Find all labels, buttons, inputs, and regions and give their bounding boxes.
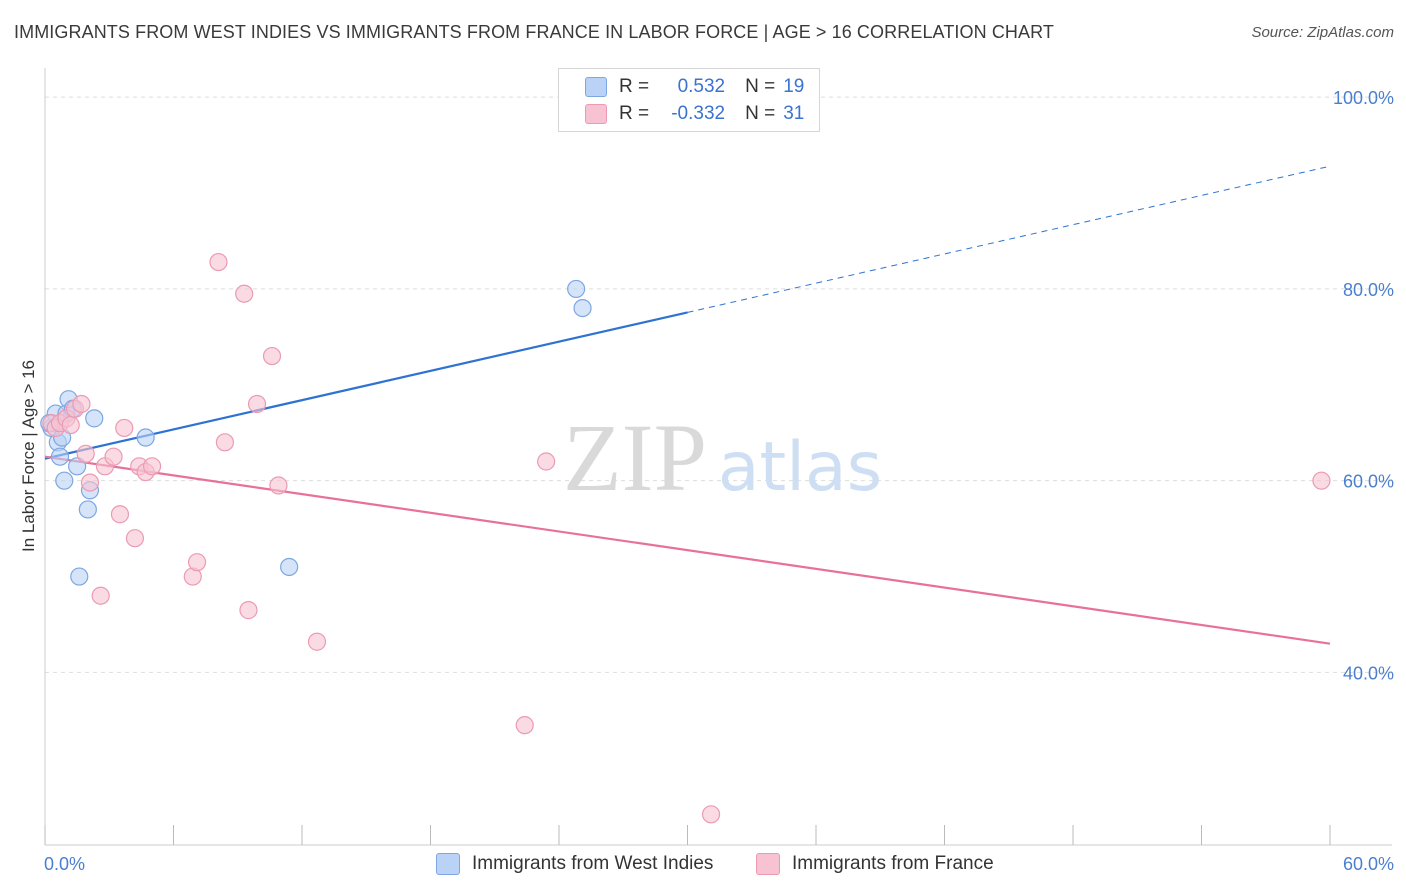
bottom-legend-west-indies: Immigrants from West Indies [436,852,713,876]
pink-data-point [269,476,288,495]
legend-n-value: 19 [783,76,805,97]
pink-data-point [239,601,258,620]
pink-swatch-icon [585,104,607,124]
y-tick-label: 60.0% [1343,472,1394,492]
point-layer [40,252,1331,824]
pink-data-point [537,452,556,471]
pink-data-point [215,433,234,452]
chart-title: IMMIGRANTS FROM WEST INDIES VS IMMIGRANT… [14,22,1054,42]
blue-data-point [85,409,104,428]
blue-swatch-icon [436,853,460,875]
x-tick-label: 60.0% [1343,854,1394,874]
blue-data-point [70,567,89,586]
y-axis-label: In Labor Force | Age > 16 [19,360,38,552]
blue-data-point [136,428,155,447]
legend-r-value: 0.532 [677,76,726,97]
pink-data-point [701,805,721,824]
legend-n-value: 31 [783,103,805,124]
source-label: Source: ZipAtlas.com [1251,24,1394,41]
blue-data-point [567,279,586,299]
pink-data-point [104,447,123,466]
stats-legend: R = 0.532 N = 19 R = -0.332 N = 31 [558,68,820,132]
y-tick-label: 80.0% [1343,280,1394,300]
axis-layer: 100.0% 80.0% 60.0% 40.0% 0.0% 60.0% [44,68,1394,874]
blue-swatch-icon [585,77,607,97]
legend-r-label: R = [619,103,650,124]
pink-data-point [91,586,110,605]
pink-data-point [125,529,145,548]
blue-data-point [573,299,592,318]
grid-layer [45,96,1392,673]
pink-trend-line [44,455,1331,645]
blue-data-point [55,471,74,490]
watermark: ZIP atlas [563,404,882,511]
blue-data-point [68,457,87,476]
pink-data-point [61,415,80,435]
pink-data-point [235,284,254,303]
legend-n-label: N = [745,103,776,124]
pink-data-point [187,553,207,572]
watermark-zip: ZIP [563,404,707,511]
pink-data-point [209,252,228,272]
legend-row-france: R = -0.332 N = 31 [585,102,804,126]
pink-data-point [1312,471,1331,490]
pink-data-point [76,444,95,463]
pink-data-point [142,457,162,476]
blue-trend-extension [687,165,1331,313]
legend-r-value: -0.332 [671,103,726,124]
pink-data-point [80,473,100,492]
legend-row-west-indies: R = 0.532 N = 19 [585,75,804,99]
pink-data-point [115,418,134,438]
bottom-legend-label: Immigrants from West Indies [472,853,714,874]
blue-data-point [50,447,70,466]
legend-r-label: R = [619,76,650,97]
pink-data-point [247,394,267,414]
legend-n-label: N = [745,76,776,97]
blue-data-point [280,557,299,577]
pink-data-point [307,632,327,651]
bottom-legend-france: Immigrants from France [756,852,994,876]
y-tick-label: 40.0% [1343,663,1394,683]
y-tick-label: 100.0% [1333,88,1394,108]
watermark-atlas: atlas [718,428,882,507]
pink-data-point [72,394,91,414]
pink-data-point [110,505,130,524]
x-tick-label: 0.0% [44,854,85,874]
pink-data-point [262,346,282,366]
pink-data-point [515,716,534,735]
blue-data-point [78,500,97,519]
pink-swatch-icon [756,853,780,875]
bottom-legend-label: Immigrants from France [792,853,994,874]
